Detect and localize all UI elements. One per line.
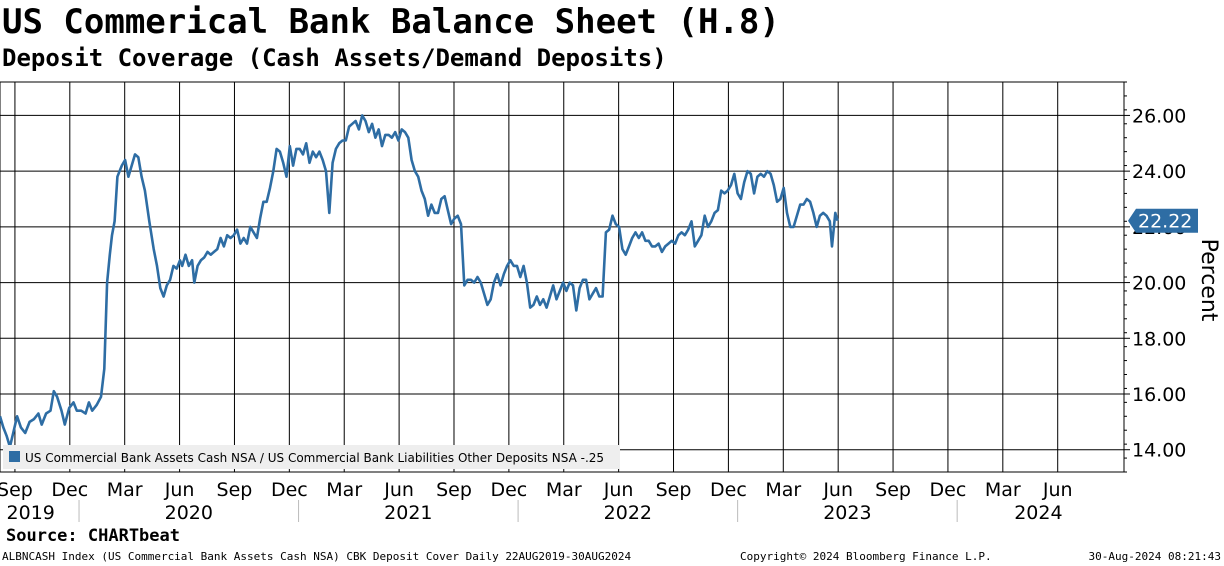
x-tick-label: Mar: [985, 479, 1021, 501]
x-tick-label: Jun: [383, 479, 414, 501]
y-tick-label: 16.00: [1132, 384, 1186, 406]
y-tick-label: 18.00: [1132, 328, 1186, 350]
x-tick-label: Dec: [51, 479, 88, 501]
series-line: [0, 114, 839, 449]
footer-index-info: ALBNCASH Index (US Commercial Bank Asset…: [2, 550, 632, 563]
x-tick-label: Sep: [0, 479, 33, 501]
legend: US Commercial Bank Assets Cash NSA / US …: [3, 445, 620, 469]
plot-frame: [0, 81, 1125, 473]
x-gridlines: [14, 82, 1059, 472]
last-value-box: 22.22: [1128, 208, 1198, 233]
x-tick-label: Jun: [1042, 479, 1073, 501]
x-year-label: 2024: [1014, 502, 1062, 524]
x-year-label: 2021: [384, 502, 432, 524]
x-tick-label: Dec: [930, 479, 967, 501]
last-value-label: 22.22: [1138, 211, 1192, 233]
x-tick-label: Mar: [326, 479, 362, 501]
x-tick-label: Dec: [710, 479, 747, 501]
x-tick-label: Dec: [490, 479, 527, 501]
y-tick-label: 14.00: [1132, 440, 1186, 462]
x-tick-label: Jun: [603, 479, 634, 501]
x-year-label: 2020: [165, 502, 213, 524]
x-tick-label: Sep: [436, 479, 472, 501]
x-year-label: 2019: [7, 502, 55, 524]
source-note: Source: CHARTbeat: [6, 526, 180, 546]
x-tick-label: Sep: [656, 479, 692, 501]
chart-subtitle: Deposit Coverage (Cash Assets/Demand Dep…: [2, 44, 667, 72]
x-tick-label: Mar: [765, 479, 801, 501]
x-tick-label: Jun: [164, 479, 195, 501]
x-axis: Sep Dec Mar Jun Sep Dec Mar Jun Sep Dec Mar Jun Sep D…: [0, 479, 1073, 524]
x-tick-label: Sep: [875, 479, 911, 501]
y-tick-label: 20.00: [1132, 273, 1186, 295]
y-tick-label: 26.00: [1132, 105, 1186, 127]
x-tick-label: Mar: [107, 479, 143, 501]
x-tick-label: Dec: [271, 479, 308, 501]
x-tick-label: Sep: [217, 479, 253, 501]
x-tick-label: Mar: [546, 479, 582, 501]
footer-copyright: Copyright© 2024 Bloomberg Finance L.P.: [740, 550, 992, 563]
y-axis-label: Percent: [1196, 239, 1221, 322]
x-tick-label: Jun: [822, 479, 853, 501]
chart-title: US Commerical Bank Balance Sheet (H.8): [2, 2, 780, 42]
legend-swatch: [9, 451, 20, 462]
x-year-label: 2023: [823, 502, 871, 524]
y-tick-label: 24.00: [1132, 161, 1186, 183]
legend-entry: US Commercial Bank Assets Cash NSA / US …: [25, 451, 604, 465]
footer-timestamp: 30-Aug-2024 08:21:43: [1088, 550, 1221, 563]
x-year-label: 2022: [604, 502, 652, 524]
